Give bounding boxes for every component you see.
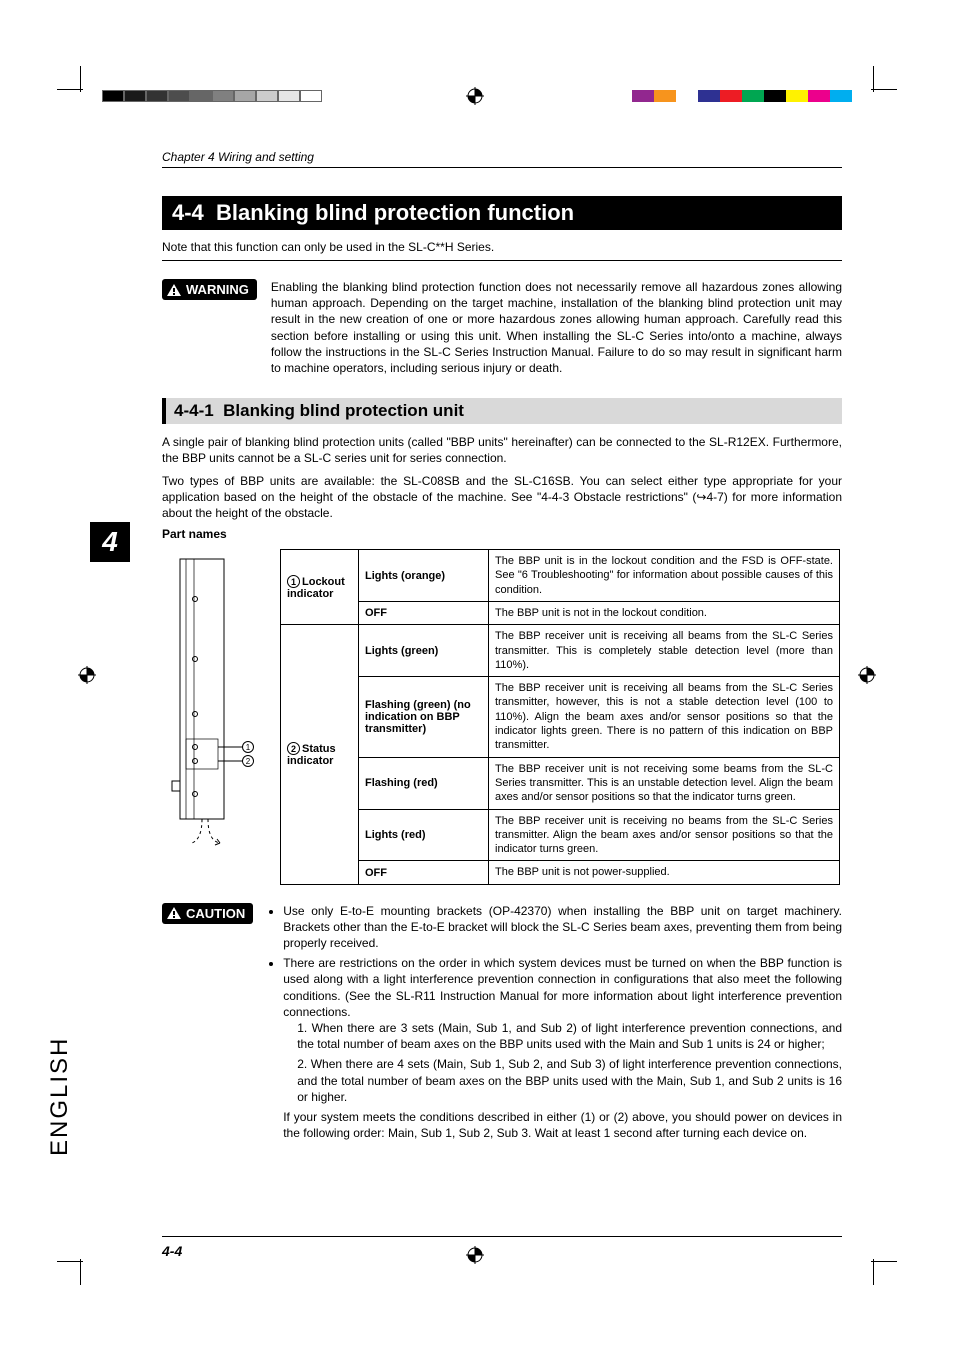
indicator-state: Flashing (red) — [359, 757, 489, 809]
caution-numbered-item: 2. When there are 4 sets (Main, Sub 1, S… — [297, 1056, 842, 1105]
table-row: 1Lockout indicator Lights (orange) The B… — [281, 550, 840, 602]
registration-mark-icon — [466, 87, 484, 105]
table-row: OFF The BBP unit is not power-supplied. — [281, 861, 840, 884]
color-bar-left — [102, 90, 322, 102]
caution-numbered-item: 1. When there are 3 sets (Main, Sub 1, a… — [297, 1020, 842, 1052]
page-number: 4-4 — [162, 1236, 842, 1259]
indicator-state: Lights (orange) — [359, 550, 489, 602]
indicator-table: 1Lockout indicator Lights (orange) The B… — [280, 549, 840, 885]
bbp-unit-diagram: 1 2 — [162, 549, 272, 854]
table-row: Flashing (red) The BBP receiver unit is … — [281, 757, 840, 809]
indicator-state: OFF — [359, 601, 489, 624]
callout-1: 1 — [246, 743, 251, 752]
table-row: Flashing (green) (no indication on BBP t… — [281, 677, 840, 757]
color-swatch — [742, 90, 764, 102]
caution-label: CAUTION — [186, 906, 245, 921]
indicator-desc: The BBP unit is not in the lockout condi… — [489, 601, 840, 624]
indicator-desc: The BBP receiver unit is receiving all b… — [489, 677, 840, 757]
caution-badge: CAUTION — [162, 903, 253, 924]
color-swatch — [676, 90, 698, 102]
indicator-desc: The BBP unit is not power-supplied. — [489, 861, 840, 884]
language-label: ENGLISH — [46, 1126, 74, 1156]
color-swatch — [632, 90, 654, 102]
color-swatch — [146, 90, 168, 102]
color-swatch — [234, 90, 256, 102]
caution-bullet-text: There are restrictions on the order in w… — [283, 956, 842, 1019]
chapter-header: Chapter 4 Wiring and setting — [162, 150, 842, 168]
indicator-desc: The BBP receiver unit is not receiving s… — [489, 757, 840, 809]
color-swatch — [256, 90, 278, 102]
crop-mark — [80, 1259, 81, 1285]
warning-block: WARNING Enabling the blanking blind prot… — [162, 279, 842, 376]
color-swatch — [124, 90, 146, 102]
caution-bullet: Use only E-to-E mounting brackets (OP-42… — [283, 903, 842, 952]
registration-mark-icon — [858, 666, 876, 684]
color-swatch — [808, 90, 830, 102]
indicator-state: Lights (red) — [359, 809, 489, 861]
paragraph: A single pair of blanking blind protecti… — [162, 434, 842, 466]
color-swatch — [720, 90, 742, 102]
chapter-tab: 4 — [90, 522, 130, 562]
color-swatch — [190, 90, 212, 102]
crop-mark — [871, 1261, 897, 1262]
warning-text: Enabling the blanking blind protection f… — [271, 279, 842, 376]
section-number: 4-4 — [172, 200, 204, 225]
crop-mark — [873, 1259, 874, 1285]
caution-block: CAUTION Use only E-to-E mounting bracket… — [162, 903, 842, 1146]
table-row: OFF The BBP unit is not in the lockout c… — [281, 601, 840, 624]
part-names-label: Part names — [162, 527, 842, 541]
color-swatch — [830, 90, 852, 102]
content-area: Chapter 4 Wiring and setting 4-4 Blankin… — [162, 150, 842, 1167]
divider — [162, 260, 842, 261]
paragraph: Two types of BBP units are available: th… — [162, 473, 842, 522]
caution-trailer: If your system meets the conditions desc… — [283, 1109, 842, 1141]
circled-number: 1 — [287, 575, 300, 588]
warning-icon — [166, 283, 182, 297]
table-row: Lights (red) The BBP receiver unit is re… — [281, 809, 840, 861]
color-swatch — [278, 90, 300, 102]
section-title: Blanking blind protection function — [216, 200, 574, 225]
table-row: 2Status indicator Lights (green) The BBP… — [281, 625, 840, 677]
indicator-desc: The BBP unit is in the lockout condition… — [489, 550, 840, 602]
crop-mark — [80, 66, 81, 92]
indicator-desc: The BBP receiver unit is receiving no be… — [489, 809, 840, 861]
intro-note: Note that this function can only be used… — [162, 240, 842, 254]
language-tab: ENGLISH — [90, 1062, 120, 1182]
color-swatch — [698, 90, 720, 102]
numbered-text: When there are 3 sets (Main, Sub 1, and … — [297, 1021, 842, 1051]
indicator-state: Lights (green) — [359, 625, 489, 677]
subsection-title: Blanking blind protection unit — [223, 401, 464, 420]
color-bar-right — [632, 90, 852, 102]
registration-mark-icon — [78, 666, 96, 684]
color-swatch — [212, 90, 234, 102]
warning-label: WARNING — [186, 282, 249, 297]
indicator-state: Flashing (green) (no indication on BBP t… — [359, 677, 489, 757]
numbered-text: When there are 4 sets (Main, Sub 1, Sub … — [297, 1057, 842, 1103]
caution-text: Use only E-to-E mounting brackets (OP-42… — [267, 903, 842, 1146]
color-swatch — [102, 90, 124, 102]
color-swatch — [168, 90, 190, 102]
indicator-desc: The BBP receiver unit is receiving all b… — [489, 625, 840, 677]
crop-mark — [873, 66, 874, 92]
page: 4 ENGLISH Chapter 4 Wiring and setting 4… — [0, 0, 954, 1351]
section-heading: 4-4 Blanking blind protection function — [162, 196, 842, 230]
caution-bullet: There are restrictions on the order in w… — [283, 955, 842, 1141]
caution-icon — [166, 906, 182, 920]
color-swatch — [300, 90, 322, 102]
callout-2: 2 — [246, 757, 251, 766]
crop-mark — [871, 89, 897, 90]
color-swatch — [786, 90, 808, 102]
circled-number: 2 — [287, 742, 300, 755]
color-swatch — [764, 90, 786, 102]
subsection-heading: 4-4-1 Blanking blind protection unit — [162, 398, 842, 424]
warning-badge: WARNING — [162, 279, 257, 300]
part-names-row: 1 2 1Lockout indicator Lights (orange) T… — [162, 549, 842, 885]
color-swatch — [654, 90, 676, 102]
subsection-number: 4-4-1 — [174, 401, 214, 420]
indicator-state: OFF — [359, 861, 489, 884]
